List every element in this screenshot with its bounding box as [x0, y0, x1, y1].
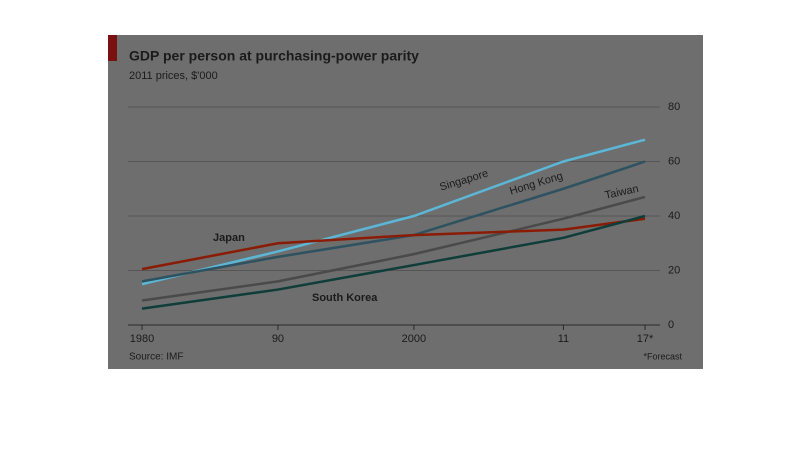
footnote: *Forecast — [643, 351, 682, 361]
x-tick-label: 90 — [272, 333, 284, 345]
series-line — [141, 214, 646, 310]
y-tick-label: 0 — [668, 319, 674, 331]
y-tick-label: 80 — [668, 101, 680, 113]
series-line — [141, 138, 646, 286]
y-tick-label: 60 — [668, 155, 680, 167]
tab — [108, 35, 117, 61]
x-tick-label: 17* — [637, 333, 654, 345]
source: Source: IMF — [129, 352, 183, 363]
y-tick-label: 40 — [668, 210, 680, 222]
panel — [108, 35, 703, 369]
chart-title: GDP per person at purchasing-power parit… — [129, 48, 419, 64]
chart-subtitle: 2011 prices, $'000 — [129, 70, 218, 82]
x-tick-label: 11 — [558, 333, 569, 345]
series-line — [141, 217, 646, 271]
series-label: South Korea — [312, 292, 378, 304]
y-tick-label: 20 — [668, 264, 680, 276]
x-tick-label: 1980 — [130, 333, 154, 345]
series-line — [141, 195, 646, 302]
series-label: Japan — [213, 232, 245, 244]
x-tick-label: 2000 — [402, 333, 426, 345]
